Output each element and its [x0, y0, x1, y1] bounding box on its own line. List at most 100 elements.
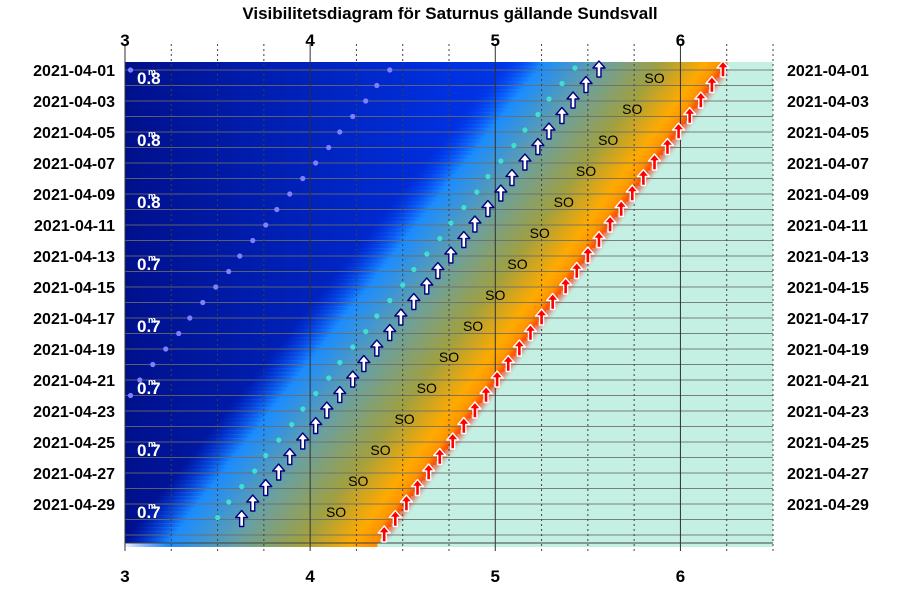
twilight-strip	[408, 178, 643, 183]
magnitude-label: 0.8	[137, 69, 161, 88]
day-strip	[421, 480, 773, 485]
twilight-strip	[337, 267, 579, 272]
twilight-strip	[498, 65, 725, 71]
planet-rise-arrow-shape	[481, 199, 495, 218]
day-strip	[451, 441, 773, 447]
planet-rise-arrow-shape	[592, 60, 606, 78]
day-strip	[691, 112, 773, 117]
planet-rise-arrow-shape	[431, 261, 445, 280]
planet-rise-arrows	[234, 60, 606, 528]
date-label-left: 2021-04-23	[33, 404, 115, 421]
day-strip	[631, 193, 773, 199]
day-strip	[705, 93, 773, 98]
twilight-strip	[381, 213, 618, 218]
planet-rise-arrow	[407, 292, 421, 311]
sun-rise-arrow	[682, 106, 697, 125]
twilight-strip	[320, 290, 561, 296]
planet-rise-arrow-shape	[383, 323, 397, 342]
twilight-strip	[448, 127, 681, 133]
day-strip	[382, 534, 773, 540]
moon-dot	[187, 315, 193, 321]
twilight-strip	[138, 519, 395, 524]
twilight-strip	[313, 298, 555, 303]
planet-rise-arrow	[333, 385, 347, 404]
magnitude-label: 0.7	[137, 255, 161, 274]
planet-rise-arrow-shape	[333, 385, 347, 404]
planet-dot	[326, 375, 332, 381]
day-strip	[476, 406, 773, 412]
day-strip	[608, 224, 773, 230]
twilight-strip	[431, 151, 663, 156]
twilight-strip	[434, 147, 667, 152]
sun-rise-arrow	[457, 416, 471, 435]
twilight-strip	[464, 108, 695, 113]
twilight-strip	[155, 496, 411, 501]
day-strip	[529, 333, 773, 338]
sun-rise-arrow-shape	[558, 277, 573, 295]
planet-rise-arrow	[370, 339, 384, 357]
planet-dot	[363, 328, 369, 335]
twilight-strip	[159, 492, 414, 497]
twilight-strip	[286, 333, 530, 338]
planet-dot	[522, 127, 528, 133]
planet-rise-arrow	[296, 432, 310, 450]
sun-rise-arrow	[388, 509, 403, 528]
twilight-strip	[391, 201, 626, 206]
twilight-strip	[357, 244, 595, 249]
day-strip	[468, 418, 773, 423]
day-strip	[498, 375, 773, 381]
twilight-strip	[212, 426, 463, 431]
planet-rise-arrow	[468, 215, 482, 233]
planet-dot	[239, 483, 245, 490]
sun-rise-arrow	[647, 153, 662, 171]
day-strip	[430, 468, 773, 474]
sun-rise-arrow-shape	[399, 494, 414, 512]
moon-dot	[213, 284, 219, 290]
date-label-right: 2021-04-13	[787, 249, 869, 266]
day-strip	[625, 201, 773, 206]
twilight-strip	[249, 379, 496, 385]
date-label-left: 2021-04-29	[33, 497, 115, 514]
day-strip	[554, 298, 773, 303]
magnitude-label: 0.8	[137, 193, 161, 212]
so-label: SO	[644, 70, 664, 86]
planet-rise-arrow	[420, 277, 434, 295]
twilight-strip	[344, 259, 584, 265]
moon-dot	[250, 237, 256, 244]
sun-rise-arrow	[636, 168, 651, 187]
planet-rise-arrow-shape	[457, 230, 471, 249]
day-strip	[682, 124, 773, 129]
day-strip	[441, 453, 773, 458]
date-label-left: 2021-04-13	[33, 249, 115, 266]
day-strip	[696, 104, 773, 110]
planet-dot	[572, 65, 578, 71]
day-strip	[385, 530, 773, 536]
planet-rise-arrow	[566, 91, 580, 109]
x-ticks-top: 3 4 5 6	[120, 31, 685, 50]
day-strip	[495, 379, 773, 385]
planet-dot	[511, 142, 517, 149]
moon-dot	[176, 330, 182, 337]
date-label-right: 2021-04-29	[787, 497, 869, 514]
day-strip	[716, 77, 773, 82]
sun-rise-arrow-shape	[457, 416, 471, 435]
planet-rise-dots	[215, 65, 578, 521]
twilight-strip	[350, 251, 590, 257]
day-strip	[532, 329, 773, 334]
grid	[124, 44, 774, 551]
magnitude-unit: m	[148, 315, 156, 325]
date-label-right: 2021-04-09	[787, 187, 869, 204]
day-strip	[628, 197, 773, 203]
twilight-strip	[378, 217, 615, 222]
sun-rise-arrow	[512, 339, 527, 357]
sun-rise-arrow-shape	[625, 184, 639, 202]
sun-rise-arrow-shape	[534, 308, 549, 326]
moon-dot	[326, 144, 332, 151]
magnitude-unit: m	[148, 501, 156, 511]
sun-rise-arrow	[570, 261, 584, 280]
twilight-strip	[243, 387, 491, 392]
magnitude-unit: m	[148, 67, 156, 77]
chart-title: Visibilitetsdiagram för Saturnus gälland…	[242, 4, 657, 23]
sun-rise-arrow-shape	[446, 432, 460, 450]
